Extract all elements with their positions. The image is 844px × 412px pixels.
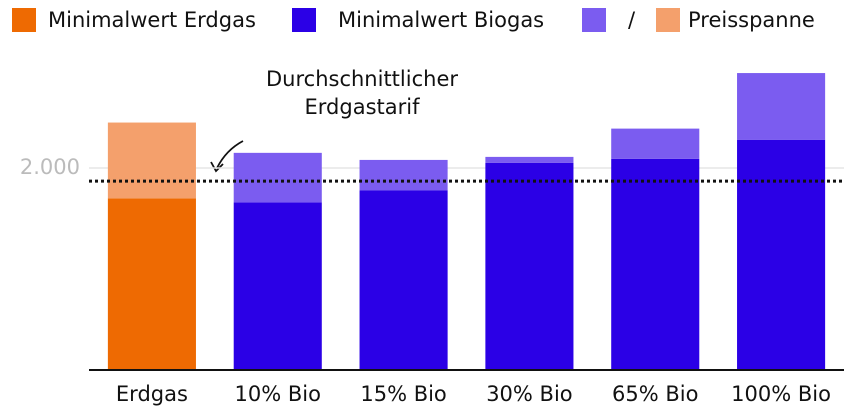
bar-segment (611, 128, 700, 159)
legend-swatch (12, 8, 36, 32)
legend-separator: / (628, 8, 636, 32)
bar-segment (737, 139, 826, 370)
legend-swatch (656, 8, 680, 32)
legend-label: Minimalwert Erdgas (48, 8, 256, 32)
bar-segment (485, 162, 574, 370)
bar-segment (233, 152, 322, 203)
annotation-text: Durchschnittlicher (266, 67, 458, 91)
x-tick-label: 100% Bio (731, 382, 831, 406)
x-tick-label: Erdgas (116, 382, 188, 406)
bar-segment (359, 159, 448, 191)
legend-label: Preisspanne (688, 8, 815, 32)
bar-segment (107, 198, 196, 370)
legend-swatch (292, 8, 316, 32)
bar-segment (359, 190, 448, 370)
legend-swatch (582, 8, 606, 32)
annotation-arrow (216, 140, 244, 169)
x-tick-label: 65% Bio (612, 382, 698, 406)
x-tick-label: 10% Bio (235, 382, 321, 406)
y-tick-label: 2.000 (20, 155, 80, 179)
bar-segment (233, 202, 322, 370)
annotation-arrowhead (210, 161, 224, 173)
x-tick-label: 30% Bio (486, 382, 572, 406)
x-tick-label: 15% Bio (360, 382, 446, 406)
bar-segment (611, 158, 700, 370)
annotation-text: Erdgastarif (305, 95, 421, 119)
bar-segment (107, 122, 196, 199)
bar-segment (737, 73, 826, 140)
bar-segment (485, 156, 574, 163)
legend-label: Minimalwert Biogas (338, 8, 544, 32)
